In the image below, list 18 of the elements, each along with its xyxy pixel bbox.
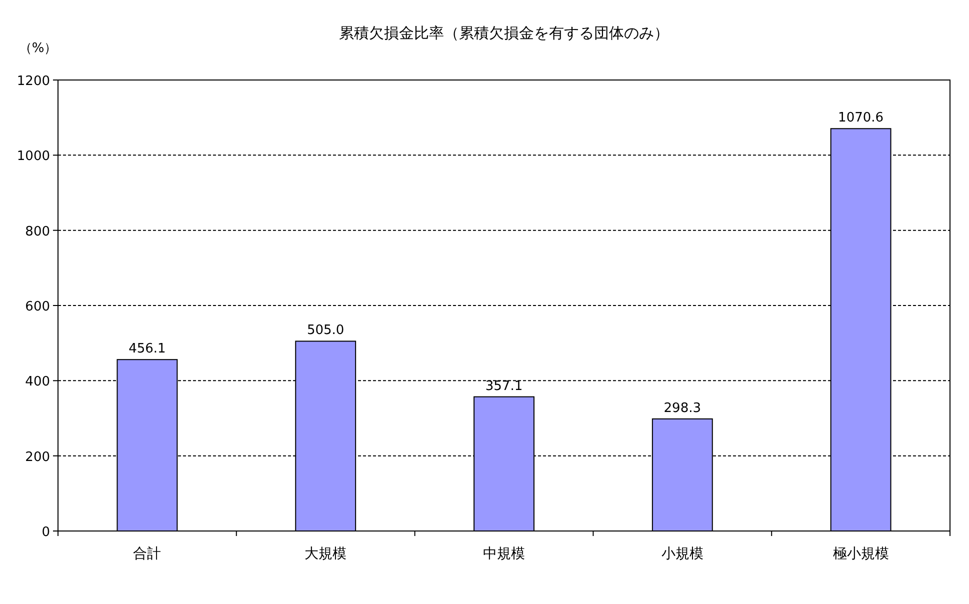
y-tick-label: 1200	[16, 74, 50, 89]
data-label: 298.3	[664, 400, 702, 416]
y-tick-label: 0	[42, 525, 50, 540]
x-tick-label: 小規模	[661, 546, 704, 562]
y-tick-label: 400	[25, 374, 50, 390]
x-tick-label: 大規模	[304, 546, 347, 562]
y-tick-label: 600	[25, 300, 50, 314]
x-tick-label: 中規模	[483, 546, 525, 562]
y-axis-title: （%）	[18, 41, 58, 56]
data-label: 505.0	[306, 323, 344, 338]
y-tick-label: 800	[25, 224, 50, 240]
chart-title: 累積欠損金比率（累積欠損金を有する団体のみ）	[339, 24, 669, 42]
data-label: 1070.6	[838, 110, 884, 126]
x-tick-label: 合計	[133, 546, 162, 562]
x-tick-label: 極小規模	[832, 546, 889, 562]
y-tick-label: 200	[25, 450, 50, 465]
data-label: 456.1	[128, 342, 166, 357]
y-tick-label: 1000	[16, 149, 50, 164]
